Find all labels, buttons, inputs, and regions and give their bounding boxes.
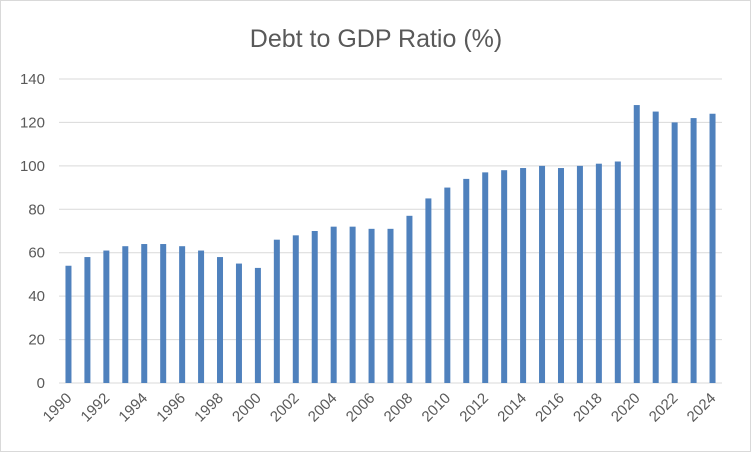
bar-2002 (292, 235, 299, 383)
x-axis-ticks: 1990 1992 1994 1996 1998 2000 2002 2004 2006 2008… (40, 390, 720, 426)
y-tick-label: 20 (28, 332, 45, 349)
bar-1991 (84, 257, 91, 383)
bar-2004 (330, 226, 337, 383)
bar-1993 (122, 246, 129, 383)
bar-1996 (179, 246, 186, 383)
bar-2007 (387, 228, 394, 383)
x-tick-label: 1990 (40, 390, 76, 426)
x-tick-label: 2010 (419, 390, 455, 426)
x-tick-label: 2006 (343, 390, 379, 426)
y-tick-label: 0 (37, 375, 45, 392)
bar-2016 (557, 168, 564, 383)
x-tick-label: 2008 (381, 390, 417, 426)
bar-2020 (633, 105, 640, 383)
bar-1999 (235, 263, 242, 383)
y-tick-label: 120 (20, 114, 45, 131)
bar-1995 (160, 244, 167, 383)
x-tick-label: 1994 (115, 390, 151, 426)
x-tick-label: 2000 (229, 390, 265, 426)
x-tick-label: 2018 (570, 390, 606, 426)
bar-2015 (539, 165, 546, 383)
bar-2012 (482, 172, 489, 383)
y-axis-ticks: 0 20 40 60 80 100 120 140 (20, 71, 45, 392)
bar-2024 (709, 113, 716, 384)
y-tick-label: 100 (20, 158, 45, 175)
bars (65, 105, 716, 384)
x-tick-label: 2020 (608, 390, 644, 426)
bar-2005 (349, 226, 356, 383)
x-tick-label: 2004 (305, 390, 341, 426)
bar-2023 (690, 118, 697, 383)
bar-2000 (254, 267, 261, 383)
x-tick-label: 1996 (153, 390, 189, 426)
bar-2011 (463, 178, 470, 383)
y-tick-label: 40 (28, 288, 45, 305)
bar-1997 (198, 250, 205, 383)
y-tick-label: 80 (28, 201, 45, 218)
bar-2019 (614, 161, 621, 383)
y-tick-label: 60 (28, 245, 45, 262)
bar-1990 (65, 265, 72, 383)
x-tick-label: 2012 (456, 390, 492, 426)
bar-2022 (671, 122, 678, 384)
x-tick-label: 2002 (267, 390, 303, 426)
chart-title: Debt to GDP Ratio (%) (250, 25, 502, 53)
x-tick-label: 2022 (646, 390, 682, 426)
bar-2006 (368, 228, 375, 383)
bar-1992 (103, 250, 110, 383)
bar-2014 (520, 168, 527, 383)
bar-2017 (576, 165, 583, 383)
bar-2010 (444, 187, 451, 383)
x-tick-label: 1998 (191, 390, 227, 426)
bar-2003 (311, 231, 318, 383)
bar-2001 (273, 239, 280, 383)
bar-1998 (217, 257, 224, 383)
bar-2013 (501, 170, 508, 383)
y-tick-label: 140 (20, 71, 45, 88)
x-tick-label: 1992 (78, 390, 114, 426)
bar-2018 (595, 163, 602, 383)
x-tick-label: 2024 (684, 390, 720, 426)
bar-2021 (652, 111, 659, 383)
x-tick-label: 2016 (532, 390, 568, 426)
x-tick-label: 2014 (494, 390, 530, 426)
bar-2008 (406, 215, 413, 383)
bar-2009 (425, 198, 432, 383)
bar-1994 (141, 244, 148, 383)
